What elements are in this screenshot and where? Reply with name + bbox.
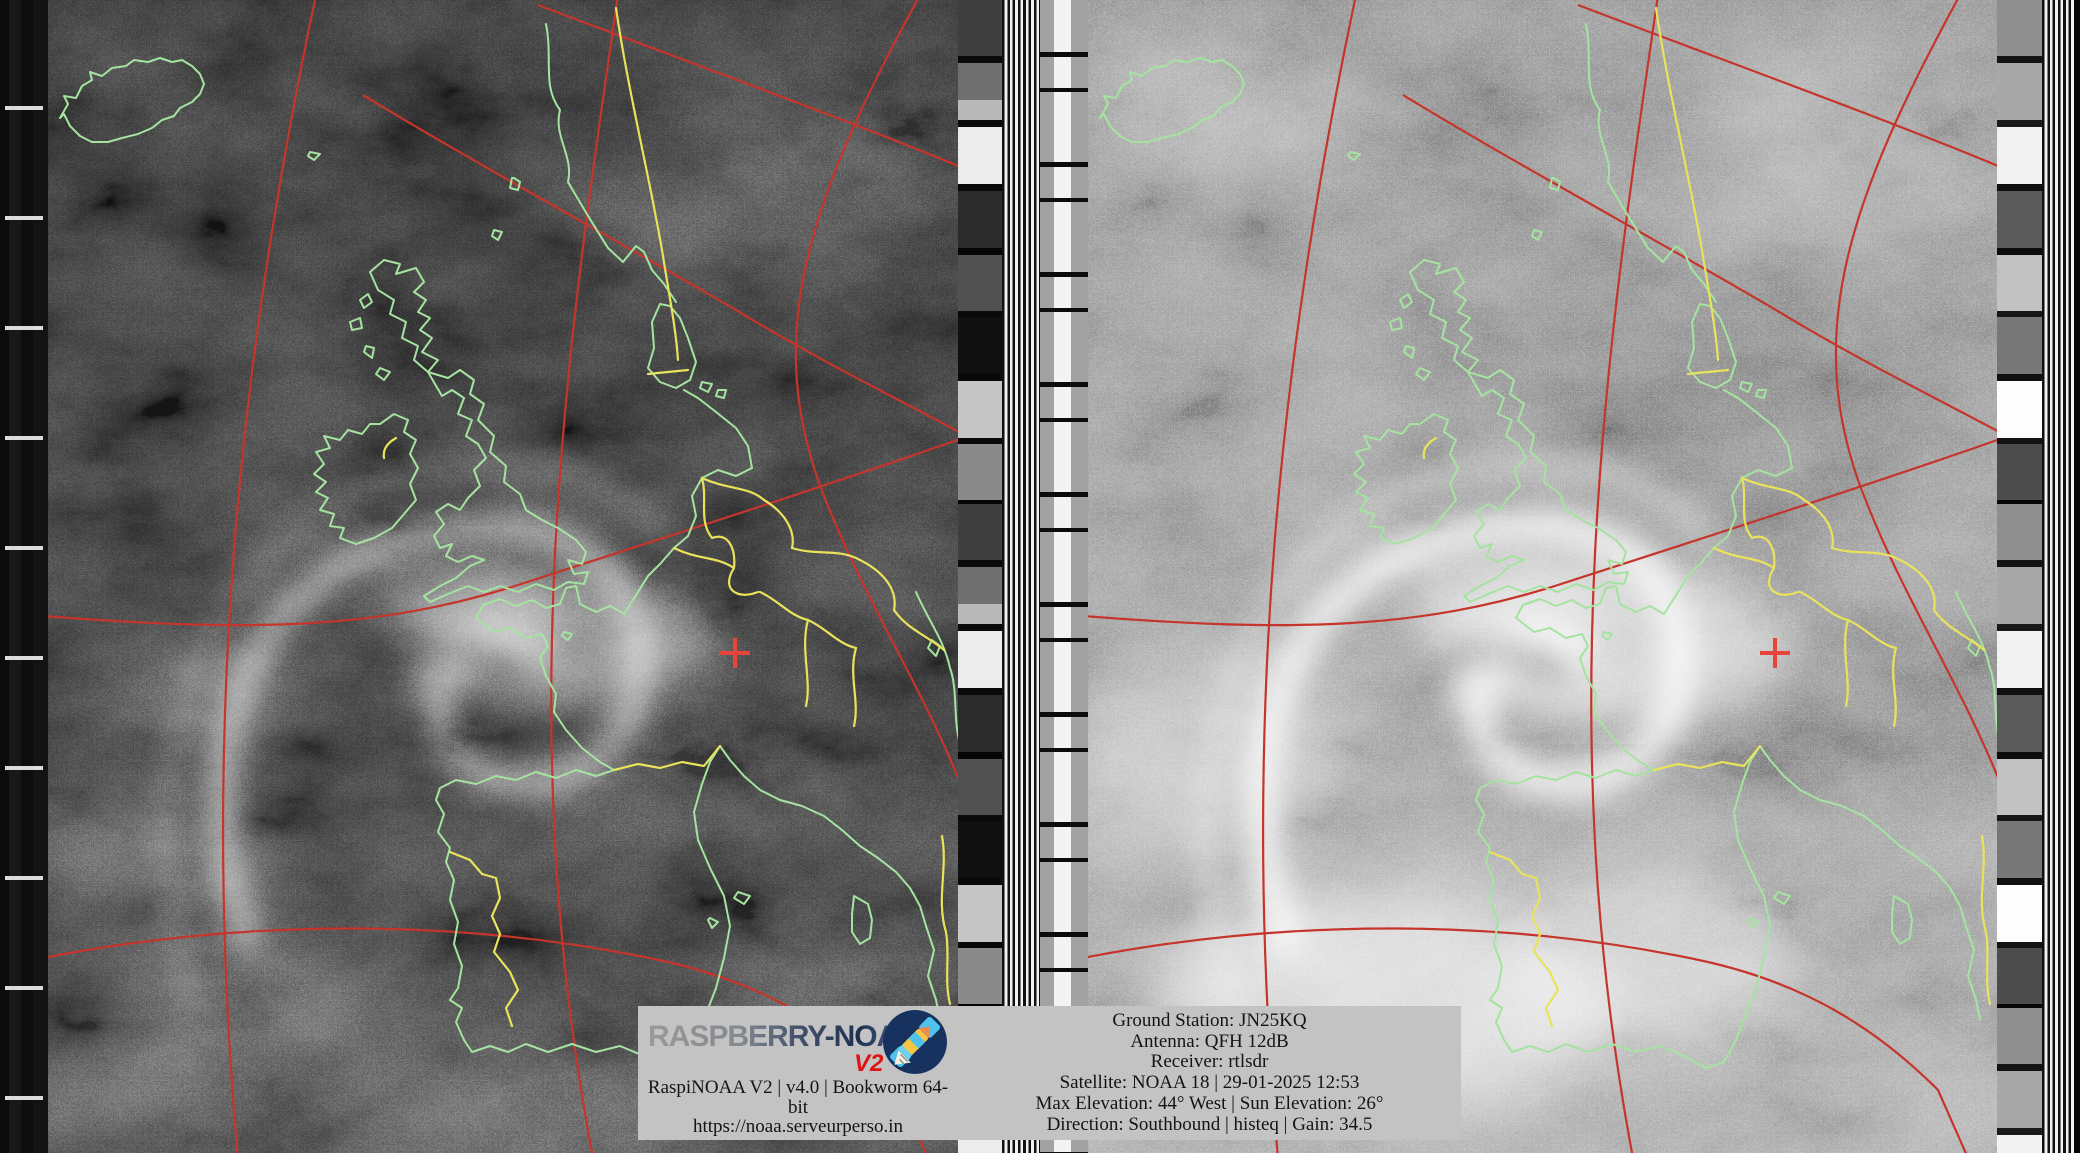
logo-version-label: V2 — [854, 1050, 884, 1077]
direction-line: Direction: Southbound | histeq | Gain: 3… — [1046, 1113, 1373, 1135]
elevation-line: Max Elevation: 44° West | Sun Elevation:… — [1035, 1092, 1384, 1114]
ground-station-line: Ground Station: JN25KQ — [1112, 1010, 1307, 1031]
logo-row: RASPBERRY-NOAA V2 — [638, 1006, 958, 1078]
telemetry-a-strip — [958, 0, 1002, 1153]
caption-overlay-bar: RASPBERRY-NOAA V2 R — [638, 1006, 1461, 1140]
sync-b-strip — [1002, 0, 1040, 1153]
channel-b-image — [1088, 0, 1997, 1153]
minute-markers-white — [5, 0, 43, 1153]
telemetry-b-strip — [1997, 0, 2042, 1153]
station-url: https://noaa.serveurperso.in — [692, 1116, 903, 1137]
receiver-line: Receiver: rtlsdr — [1150, 1051, 1269, 1073]
logo-block: RASPBERRY-NOAA V2 R — [638, 1006, 958, 1140]
space-b-strip — [1040, 0, 1088, 1153]
right-edge-band — [2074, 0, 2080, 1153]
raspberry-noaa-satellite-logo-icon — [883, 1010, 947, 1074]
minute-markers-black — [1040, 0, 1088, 1153]
raspberry-noaa-wordmark: RASPBERRY-NOAA — [648, 1020, 919, 1053]
channel-a-image — [48, 0, 958, 1153]
antenna-line: Antenna: QFH 12dB — [1130, 1030, 1289, 1052]
sync-a-strip — [0, 0, 48, 1153]
satellite-line: Satellite: NOAA 18 | 29-01-2025 12:53 — [1059, 1072, 1360, 1094]
pass-info-block: Ground Station: JN25KQ Antenna: QFH 12dB… — [958, 1006, 1461, 1140]
station-software-line: RaspiNOAA V2 | v4.0 | Bookworm 64-bit — [647, 1077, 949, 1118]
sync-right-strip — [2042, 0, 2074, 1153]
